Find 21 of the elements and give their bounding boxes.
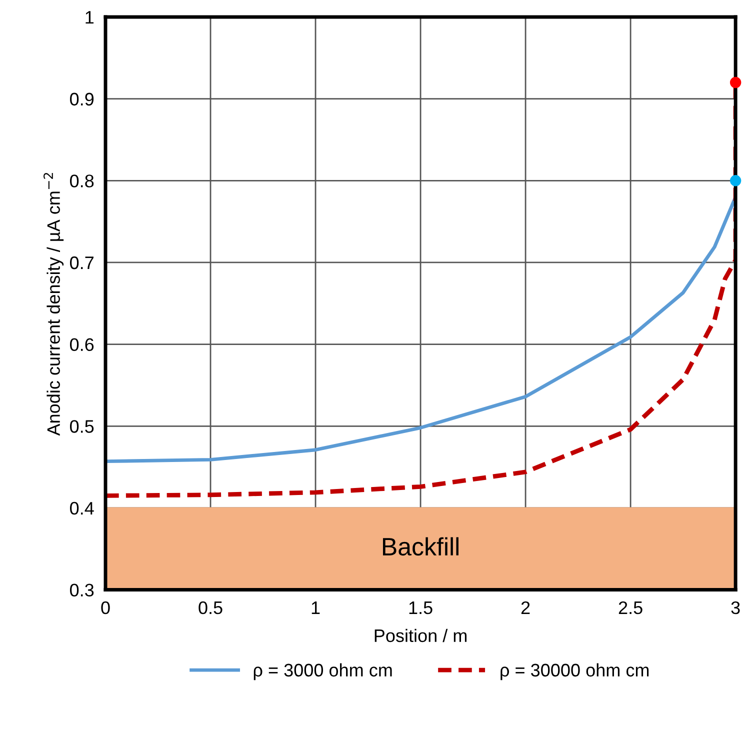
x-tick-label: 1.5 [409, 602, 432, 614]
y-tick-label: 0.9 [70, 92, 94, 106]
x-tick-label: 1 [312, 602, 320, 614]
y-tick-label: 0.3 [70, 584, 94, 596]
x-tick-label: 0 [101, 601, 110, 614]
line-series [106, 195, 736, 464]
x-tick-label: 0.5 [198, 601, 222, 614]
x-tick-label: 3 [731, 601, 740, 614]
band-label: Backfill [382, 537, 458, 556]
y-axis-title: Anodic current density / µA cm$^{−2}$ [44, 172, 64, 436]
y-tick-label: 0.4 [70, 502, 94, 515]
y-tick-label: 0.6 [70, 338, 94, 352]
y-tick-label: 0.7 [70, 256, 94, 270]
legend-label: ρ = 30000 ohm cm [500, 663, 649, 680]
x-tick-label: 2.5 [618, 601, 642, 614]
x-tick-label: 2 [521, 601, 530, 614]
y-tick-label: 0.5 [70, 420, 94, 433]
y-tick-label: 0.8 [70, 174, 94, 188]
y-tick-label: 1 [86, 11, 94, 24]
legend-label: ρ = 3000 ohm cm [254, 663, 392, 680]
x-axis-title: Position / m [374, 628, 467, 642]
